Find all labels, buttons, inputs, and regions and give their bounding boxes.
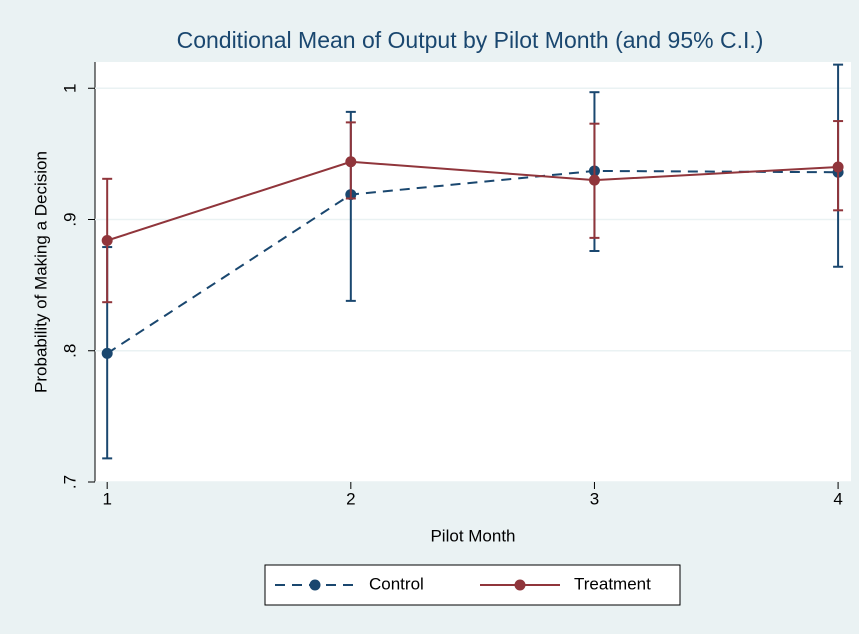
data-point	[101, 347, 113, 359]
plot-area	[95, 62, 851, 482]
series-line	[106, 160, 839, 242]
x-tick-label: 4	[833, 489, 842, 508]
legend-label: Control	[369, 574, 424, 593]
data-point	[101, 235, 113, 246]
series-line	[106, 169, 839, 355]
x-axis-label: Pilot Month	[430, 526, 515, 545]
data-point	[832, 161, 844, 173]
x-tick-label: 3	[590, 489, 599, 508]
chart-title: Conditional Mean of Output by Pilot Mont…	[177, 27, 764, 53]
legend-marker	[309, 579, 321, 591]
data-point	[588, 174, 600, 186]
y-tick-label: 1	[60, 84, 79, 93]
legend-marker	[514, 579, 526, 591]
x-tick-label: 2	[346, 489, 355, 508]
legend-label: Treatment	[574, 574, 651, 593]
y-tick-label: .7	[60, 475, 79, 489]
y-tick-label: .9	[60, 212, 79, 226]
data-point	[345, 156, 357, 168]
y-tick-label: .8	[60, 344, 79, 358]
x-tick-label: 1	[102, 489, 111, 508]
y-axis-label: Probability of Making a Decision	[31, 151, 50, 393]
